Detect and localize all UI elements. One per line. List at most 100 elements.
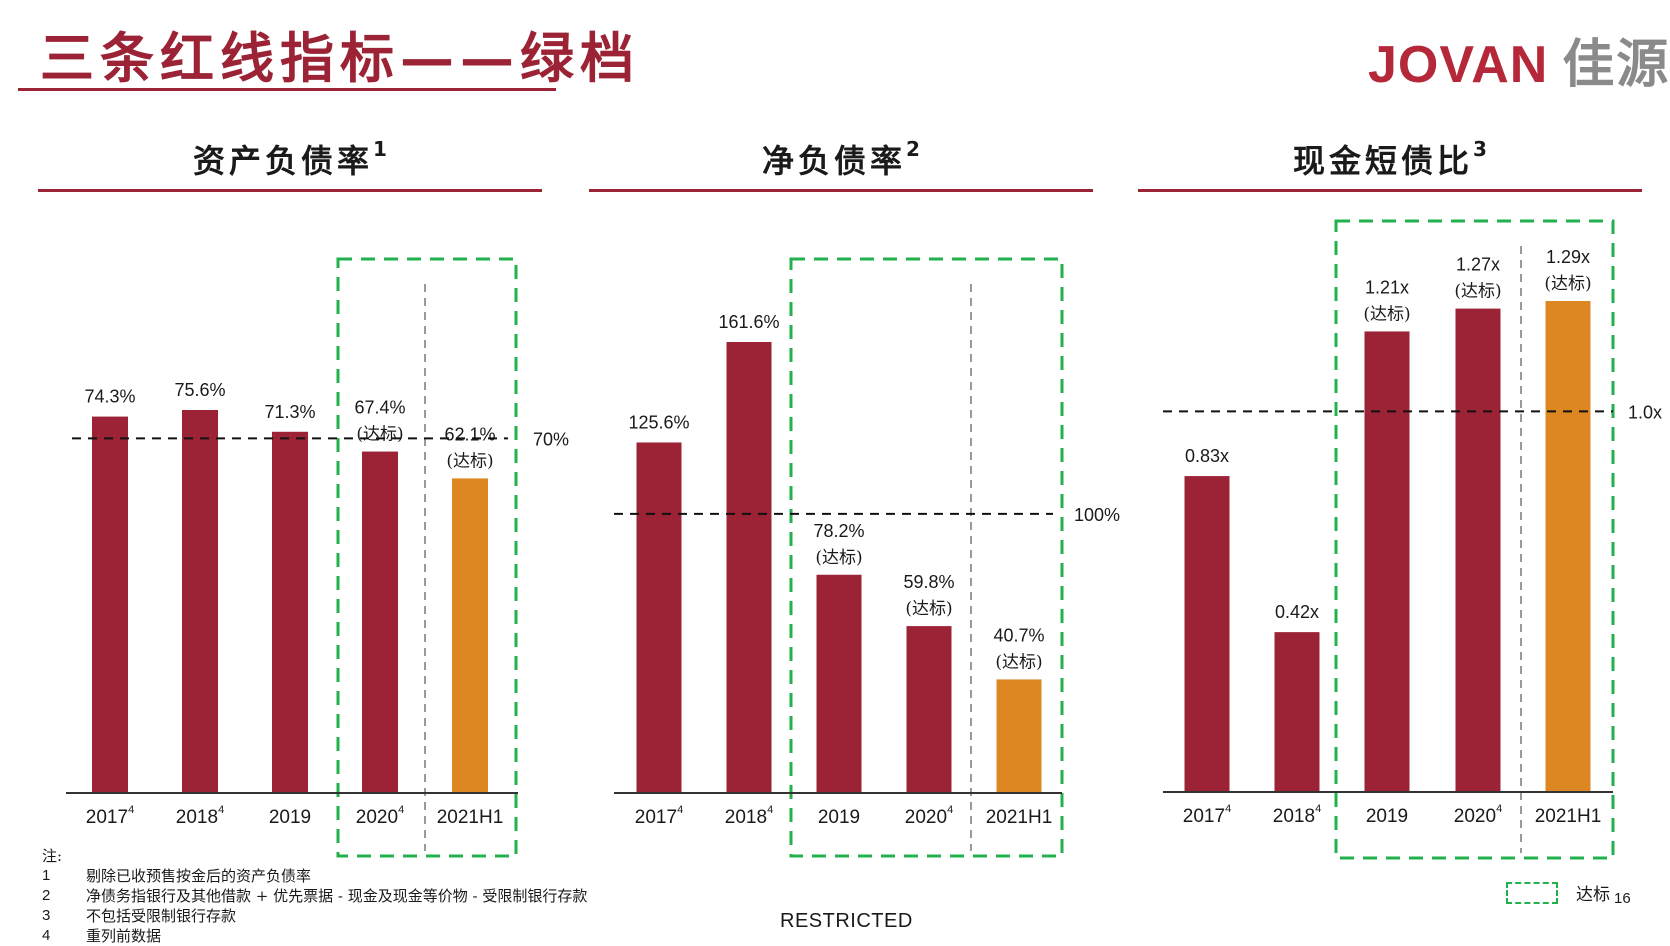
threshold-label: 100%	[1074, 505, 1120, 525]
logo-latin: JOVAN	[1368, 36, 1549, 94]
x-tick-label: 2019	[1366, 806, 1408, 827]
note-number: 4	[42, 927, 51, 944]
panel-rule	[38, 189, 542, 192]
data-label: 161.6%	[718, 312, 779, 332]
data-label: 74.3%	[84, 387, 135, 407]
restricted-label: RESTRICTED	[780, 910, 913, 932]
note-number: 1	[42, 867, 51, 884]
note-text: 净债务指银行及其他借款 + 优先票据 - 现金及现金等价物 - 受限制银行存款	[86, 887, 588, 905]
data-sub-label: (达标)	[905, 599, 952, 619]
x-tick-label: 2021H1	[986, 807, 1053, 828]
x-tick-label: 20174	[86, 804, 134, 828]
x-tick-label: 20174	[635, 804, 683, 828]
x-tick-label: 20174	[1183, 803, 1231, 827]
bar	[726, 342, 772, 793]
data-label: 40.7%	[993, 625, 1044, 645]
notes-label: 注:	[42, 847, 63, 865]
note-row: 4 重列前数据	[42, 926, 587, 946]
x-tick-label: 20204	[1454, 803, 1502, 827]
panel-title-net-gearing: 净负债率2	[589, 136, 1093, 182]
threshold-label: 1.0x	[1628, 402, 1662, 422]
panel-title-cash-ratio: 现金短债比3	[1138, 136, 1642, 182]
bar	[452, 478, 488, 793]
data-sub-label: (达标)	[1544, 274, 1591, 294]
x-tick-label: 20184	[1273, 803, 1321, 827]
bar	[1184, 476, 1230, 792]
data-label: 75.6%	[174, 380, 225, 400]
jovan-logo: JOVAN 佳源	[1368, 22, 1670, 97]
x-tick-label: 2021H1	[437, 807, 504, 828]
x-tick-sup: 4	[128, 804, 134, 816]
bar	[636, 442, 682, 793]
data-sub-label: (达标)	[1363, 304, 1410, 324]
data-label: 1.29x	[1546, 247, 1590, 267]
bar	[1455, 308, 1501, 792]
note-number: 2	[42, 887, 51, 904]
legend-dashed-box	[1506, 881, 1558, 904]
data-sub-label: (达标)	[446, 451, 493, 471]
x-tick-sup: 4	[767, 804, 773, 816]
bar	[92, 416, 128, 793]
bar	[816, 574, 862, 793]
bar	[362, 451, 398, 793]
highlight-box	[1334, 219, 1615, 860]
bar	[1545, 301, 1591, 792]
x-tick-sup: 4	[1315, 803, 1321, 815]
bar	[906, 626, 952, 793]
bar	[1364, 331, 1410, 792]
bar	[1274, 632, 1320, 792]
x-tick-label: 20204	[356, 804, 404, 828]
data-label: 62.1%	[444, 424, 495, 444]
panel-title-sup: 2	[906, 137, 920, 162]
note-row: 2 净债务指银行及其他借款 + 优先票据 - 现金及现金等价物 - 受限制银行存款	[42, 886, 587, 906]
x-tick-label: 2019	[818, 807, 860, 828]
note-text: 重列前数据	[86, 927, 162, 945]
data-label: 71.3%	[264, 402, 315, 422]
panel-title-text: 现金短债比	[1293, 142, 1474, 180]
bar	[996, 679, 1042, 793]
title-underline	[18, 88, 556, 91]
legend: 达标	[1506, 880, 1610, 905]
panel-title-sup: 3	[1473, 137, 1487, 162]
note-text: 不包括受限制银行存款	[86, 907, 237, 925]
data-sub-label: (达标)	[815, 548, 862, 568]
legend-label: 达标	[1576, 885, 1610, 905]
page-title: 三条红线指标——绿档	[40, 26, 640, 90]
highlight-box	[336, 257, 518, 858]
x-tick-label: 20184	[176, 804, 224, 828]
panel-title-debt-ratio: 资产负债率1	[38, 136, 542, 182]
footnotes: 注: 1 剔除已收预售按金后的资产负债率 2 净债务指银行及其他借款 + 优先票据 …	[42, 846, 587, 946]
bar	[182, 410, 218, 793]
data-label: 1.21x	[1365, 277, 1409, 297]
data-sub-label: (达标)	[356, 425, 403, 445]
panel-rule	[1138, 189, 1642, 192]
panel-rule	[589, 189, 1093, 192]
data-sub-label: (达标)	[1454, 282, 1501, 302]
data-label: 1.27x	[1456, 255, 1500, 275]
x-tick-sup: 4	[1496, 803, 1502, 815]
data-label: 0.42x	[1275, 602, 1319, 622]
data-label: 125.6%	[628, 412, 689, 432]
panel-title-text: 资产负债率	[193, 142, 374, 180]
x-tick-label: 20204	[905, 804, 953, 828]
note-row: 3 不包括受限制银行存款	[42, 906, 587, 926]
x-tick-sup: 4	[1225, 803, 1231, 815]
x-tick-label: 20184	[725, 804, 773, 828]
x-tick-sup: 4	[398, 804, 404, 816]
note-row: 1 剔除已收预售按金后的资产负债率	[42, 866, 587, 886]
data-sub-label: (达标)	[995, 652, 1042, 672]
panel-title-text: 净负债率	[762, 142, 907, 180]
highlight-box	[789, 257, 1064, 858]
note-text: 剔除已收预售按金后的资产负债率	[86, 867, 312, 885]
panel-title-sup: 1	[373, 137, 387, 162]
data-label: 0.83x	[1185, 446, 1229, 466]
x-tick-sup: 4	[947, 804, 953, 816]
threshold-label: 70%	[533, 429, 569, 449]
bar	[272, 431, 308, 793]
x-tick-label: 2021H1	[1535, 806, 1602, 827]
x-tick-sup: 4	[218, 804, 224, 816]
logo-cn: 佳源	[1562, 35, 1670, 95]
x-tick-sup: 4	[677, 804, 683, 816]
data-label: 59.8%	[903, 572, 954, 592]
